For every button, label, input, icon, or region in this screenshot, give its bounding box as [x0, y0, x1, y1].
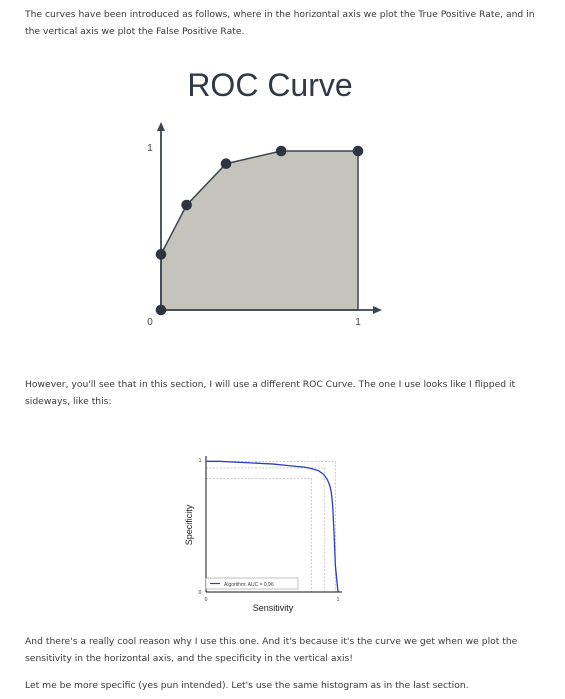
roc-title: ROC Curve [187, 67, 352, 103]
section-paragraph: However, you'll see that in this section… [25, 379, 516, 407]
explanation-paragraph: And there's a really cool reason why I u… [25, 636, 518, 664]
followup-paragraph: Let me be more specific (yes pun intende… [25, 680, 469, 691]
roc-point [220, 158, 232, 170]
roc-area [160, 150, 359, 311]
roc-point [155, 249, 167, 260]
x-tick-1: 1 [355, 317, 361, 328]
x-axis-label: Sensitivity [253, 603, 294, 613]
x-tick-0: 0 [147, 317, 153, 328]
roc-curve-figure: ROC Curve 0 1 1 [147, 67, 382, 328]
y-axis-arrow [157, 122, 165, 131]
roc-point [181, 199, 192, 211]
y-tick-1: 1 [147, 143, 153, 154]
x-axis-arrow [373, 306, 382, 314]
x-tick-0: 0 [205, 597, 208, 603]
y-axis-label: Specificity [184, 504, 194, 545]
x-tick-1: 1 [337, 597, 340, 603]
sensitivity-specificity-figure: 1 00 1 Algorithm: AUC = 0.96 Sensitivity S… [184, 456, 342, 613]
y-tick-0: 0 [199, 590, 202, 596]
chart-legend: Algorithm: AUC = 0.96 [205, 577, 299, 590]
legend-label: Algorithm: AUC = 0.96 [224, 582, 274, 588]
roc-point [352, 145, 364, 157]
roc-point [275, 145, 287, 157]
roc-series-line [206, 460, 339, 593]
y-tick-1: 1 [199, 458, 202, 464]
intro-paragraph: The curves have been introduced as follo… [25, 9, 535, 37]
legend-box [205, 577, 299, 590]
roc-point [155, 304, 167, 316]
